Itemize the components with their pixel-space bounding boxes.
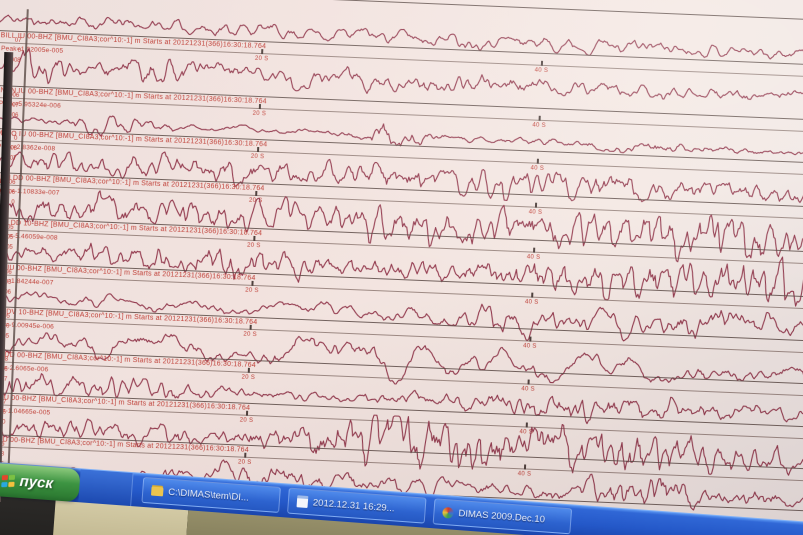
seismogram-waveform [0,47,803,106]
seismogram-waveform [0,288,803,342]
seismogram-waveform [0,14,803,61]
taskbar-item-label: 2012.12.31 16:29... [312,496,395,514]
taskbar-item[interactable]: C:\DIMAS\tem\DI... [141,476,281,513]
folder-icon [151,486,164,496]
windows-logo-icon [1,474,16,487]
seismogram-waveform [0,373,803,425]
left-axis-fragment: 07 [14,37,22,45]
seismogram-waveform [0,151,803,208]
seismogram-waveform [0,240,803,307]
seismogram-waveform [0,115,803,157]
taskbar-item[interactable]: DIMAS 2009.Dec.10 [432,498,573,535]
seismogram-waveform [0,190,803,263]
dimas-icon [442,506,454,519]
taskbar-item-label: C:\DIMAS\tem\DI... [167,486,250,504]
quick-launch-area [78,469,134,507]
seismogram-waveform [0,414,803,476]
seismogram-waveform [0,331,803,385]
window-icon [296,495,309,509]
taskbar-item[interactable]: 2012.12.31 16:29... [287,487,427,524]
start-button[interactable]: пуск [0,462,81,503]
start-button-label: пуск [19,472,54,493]
taskbar-item-label: DIMAS 2009.Dec.10 [458,507,546,525]
